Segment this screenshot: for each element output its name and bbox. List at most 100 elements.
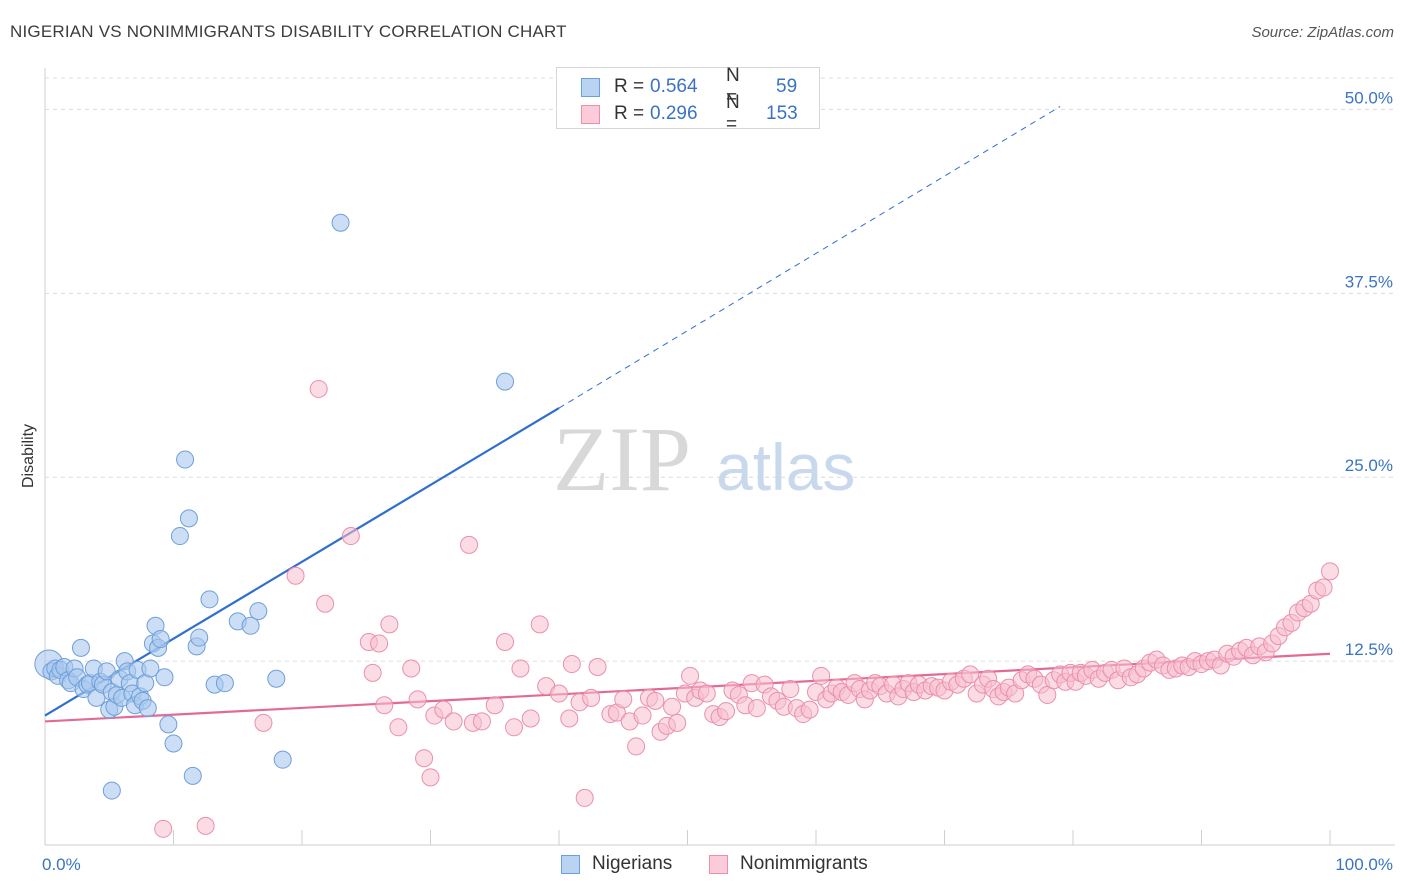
nonimmigrants-point (472, 712, 491, 731)
nonimmigrants-point (747, 699, 766, 718)
nonimmigrants-point (521, 709, 540, 728)
nonimmigrants-point (389, 718, 408, 737)
nonimmigrants-point (309, 379, 328, 398)
legend-n-label: N = (726, 65, 740, 108)
nonimmigrants-point (717, 702, 736, 721)
source-credit: Source: ZipAtlas.com (1251, 24, 1394, 41)
bottom-legend-label: Nonimmigrants (740, 853, 868, 874)
blue-swatch (561, 854, 580, 874)
nonimmigrants-point (961, 665, 980, 684)
nonimmigrants-point (254, 713, 273, 732)
nonimmigrants-point (800, 700, 819, 719)
x-tick-label-max: 100.0% (1335, 855, 1393, 874)
legend-r-label: R = (614, 76, 645, 97)
nonimmigrants-point (380, 615, 399, 634)
y-tick-label: 50.0% (1345, 88, 1393, 107)
nonimmigrants-point (1314, 578, 1333, 597)
nigerians-point (151, 630, 170, 649)
nonimmigrants-point (196, 816, 215, 835)
nigerians-point (159, 715, 178, 734)
nonimmigrants-point (154, 819, 173, 838)
nonimmigrants-point (588, 657, 607, 676)
x-tick-label-min: 0.0% (42, 855, 81, 874)
nigerians-point (241, 616, 260, 635)
nigerians-point (102, 781, 121, 800)
nonimmigrants-point (316, 594, 335, 613)
nonimmigrants-point (485, 696, 504, 715)
nonimmigrants-points (154, 379, 1339, 838)
nigerians-point (141, 659, 160, 678)
nonimmigrants-point (562, 655, 581, 674)
nigerians-point (170, 527, 189, 546)
nonimmigrants-point (697, 684, 716, 703)
bottom-legend-nonimmigrants: Nonimmigrants (709, 852, 868, 876)
y-axis-label: Disability (20, 424, 37, 488)
nigerians-point (164, 734, 183, 753)
x-ticks (44, 830, 1331, 845)
bottom-legend-label: Nigerians (592, 853, 673, 874)
nonimmigrants-point (408, 690, 427, 709)
nigerians-point (179, 509, 198, 528)
nonimmigrants-point (627, 737, 646, 756)
nonimmigrants-point (415, 749, 434, 768)
nonimmigrants-point (614, 690, 633, 709)
y-tick-label: 37.5% (1345, 272, 1393, 291)
y-tick-labels: 12.5% 25.0% 37.5% 50.0% (1345, 88, 1393, 659)
legend: R = 0.564 N = 59 R = 0.296 N = 153 (556, 65, 820, 135)
nonimmigrants-point (812, 666, 831, 685)
nigerians-point (176, 450, 195, 469)
y-tick-label: 25.0% (1345, 456, 1393, 475)
nonimmigrants-point (363, 663, 382, 682)
legend-r-value: 0.296 (650, 103, 698, 124)
nonimmigrants-point (530, 615, 549, 634)
nigerians-point (215, 674, 234, 693)
nigerians-point (267, 669, 286, 688)
nonimmigrants-point (286, 566, 305, 585)
nonimmigrants-point (341, 527, 360, 546)
nonimmigrants-point (1321, 562, 1339, 581)
nonimmigrants-point (781, 680, 800, 699)
legend-n-value: 153 (766, 103, 798, 124)
nigerians-point (138, 699, 157, 718)
legend-r-label: R = (614, 103, 645, 124)
nonimmigrants-point (550, 684, 568, 703)
nonimmigrants-point (668, 713, 687, 732)
legend-r-value: 0.564 (650, 76, 698, 97)
nigerians-point (155, 668, 174, 687)
watermark-atlas: atlas (716, 430, 855, 504)
nigerians-trend-extension (558, 106, 1061, 409)
nonimmigrants-point (434, 700, 453, 719)
pink-swatch (581, 104, 600, 124)
legend-n-label: N = (726, 92, 740, 135)
nonimmigrants-point (496, 632, 515, 651)
nigerians-point (190, 628, 209, 647)
nonimmigrants-point (681, 666, 700, 685)
watermark-zip: ZIP (553, 408, 691, 510)
bottom-legend-nigerians: Nigerians (561, 852, 672, 876)
nonimmigrants-point (560, 709, 579, 728)
nonimmigrants-point (575, 788, 594, 807)
nonimmigrants-point (375, 696, 394, 715)
legend-row-nonimmigrants: R = 0.296 N = 153 (581, 92, 798, 135)
nonimmigrants-point (505, 718, 524, 737)
gridlines (45, 77, 1395, 662)
chart-title: NIGERIAN VS NONIMMIGRANTS DISABILITY COR… (10, 22, 567, 41)
nigerians-point (249, 602, 268, 621)
nonimmigrants-point (402, 659, 421, 678)
nonimmigrants-point (663, 697, 682, 716)
nigerians-point (71, 638, 90, 657)
nigerians-point (331, 213, 350, 232)
nonimmigrants-point (421, 768, 440, 787)
nigerians-point (273, 750, 292, 769)
nonimmigrants-point (582, 688, 601, 707)
nigerians-point (200, 590, 219, 609)
nonimmigrants-point (646, 691, 665, 710)
legend-n-value: 59 (776, 76, 798, 97)
nonimmigrants-point (633, 706, 652, 725)
y-tick-label: 12.5% (1345, 640, 1393, 659)
nonimmigrants-point (460, 535, 479, 554)
nigerians-point (183, 766, 202, 785)
nigerians-points (34, 213, 515, 800)
nonimmigrants-point (370, 634, 389, 653)
